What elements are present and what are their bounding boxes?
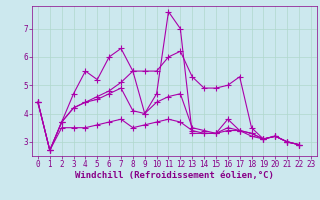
X-axis label: Windchill (Refroidissement éolien,°C): Windchill (Refroidissement éolien,°C) xyxy=(75,171,274,180)
